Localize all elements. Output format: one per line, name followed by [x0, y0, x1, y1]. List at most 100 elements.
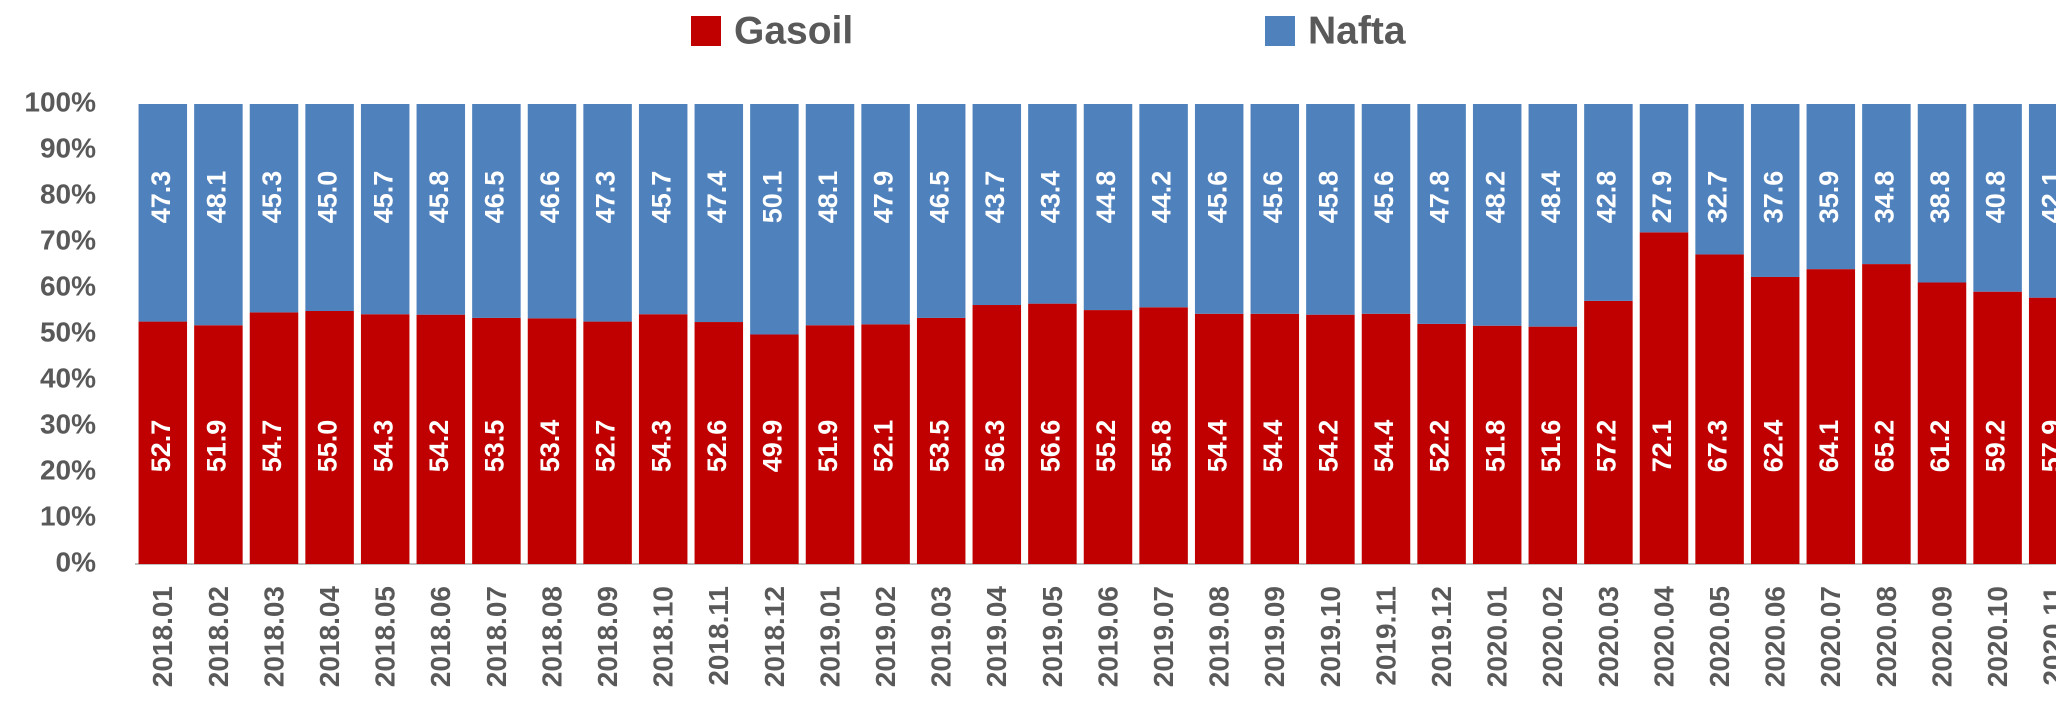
data-label: 54.4: [1258, 420, 1288, 473]
data-label: 56.6: [1036, 420, 1066, 473]
x-tick-label: 2019.06: [1092, 586, 1123, 687]
x-tick-label: 2020.04: [1648, 586, 1679, 688]
data-label: 35.9: [1814, 171, 1844, 224]
data-label: 40.8: [1981, 171, 2011, 224]
y-tick-label: 0%: [56, 546, 97, 577]
data-label: 32.7: [1703, 171, 1733, 224]
bar-segment: [1083, 310, 1133, 564]
data-label: 45.6: [1369, 171, 1399, 224]
data-label: 52.2: [1425, 420, 1455, 473]
x-tick-label: 2020.08: [1871, 586, 1902, 687]
bar-segment: [694, 104, 744, 323]
bar-segment: [1028, 104, 1077, 304]
data-label: 45.7: [368, 171, 398, 224]
bar-segment: [1862, 264, 1911, 564]
data-label: 37.6: [1758, 171, 1788, 224]
x-tick-label: 2019.01: [814, 586, 845, 687]
data-label: 45.7: [646, 171, 676, 224]
bar-segment: [527, 104, 577, 319]
x-tick-label: 2019.02: [870, 586, 901, 687]
bar-segment: [1417, 323, 1466, 564]
data-label: 55.2: [1091, 420, 1121, 473]
x-tick-label: 2019.08: [1204, 586, 1235, 687]
bar-segment: [805, 104, 855, 326]
bar-segment: [360, 314, 410, 564]
bar-segment: [583, 104, 632, 322]
data-label: 43.4: [1036, 171, 1066, 224]
data-label: 57.2: [1592, 420, 1622, 473]
data-label: 27.9: [1647, 171, 1677, 224]
data-label: 57.9: [2036, 420, 2056, 473]
data-label: 45.3: [257, 171, 287, 224]
bar-segment: [1917, 282, 1967, 564]
bar-segment: [750, 104, 799, 335]
x-tick-label: 2018.08: [536, 586, 567, 687]
bar-segment: [805, 325, 855, 564]
bar-segment: [1584, 300, 1633, 564]
x-tick-label: 2020.03: [1593, 586, 1624, 687]
bar-segment: [694, 322, 744, 564]
bar-segment: [1306, 314, 1355, 564]
bar-segment: [2028, 297, 2056, 564]
bar-segment: [861, 324, 910, 564]
bar-segment: [638, 314, 688, 564]
bar-segment: [583, 321, 632, 564]
data-label: 45.6: [1258, 171, 1288, 224]
legend-swatch: [691, 16, 721, 46]
data-label: 52.7: [591, 420, 621, 473]
x-tick-label: 2020.02: [1537, 586, 1568, 687]
bar-segment: [1361, 313, 1411, 564]
x-tick-label: 2018.09: [592, 586, 623, 687]
bar-segment: [249, 104, 299, 313]
x-tick-label: 2019.12: [1426, 586, 1457, 687]
data-label: 65.2: [1870, 420, 1900, 473]
data-label: 46.6: [535, 171, 565, 224]
x-tick-label: 2018.06: [425, 586, 456, 687]
bar-segment: [1472, 325, 1522, 564]
data-label: 44.2: [1147, 171, 1177, 224]
data-label: 59.2: [1981, 420, 2011, 473]
bar-segment: [916, 317, 966, 564]
data-label: 45.8: [424, 171, 454, 224]
x-tick-label: 2019.09: [1259, 586, 1290, 687]
bar-segment: [1750, 104, 1800, 277]
bar-segment: [138, 321, 188, 564]
bar-segment: [1361, 104, 1411, 314]
x-tick-label: 2020.07: [1815, 586, 1846, 687]
data-label: 48.2: [1480, 171, 1510, 224]
y-tick-label: 100%: [24, 86, 96, 117]
data-label: 52.6: [702, 420, 732, 473]
x-tick-label: 2018.02: [203, 586, 234, 687]
bar-segment: [1695, 104, 1744, 255]
x-tick-label: 2019.07: [1148, 586, 1179, 687]
data-label: 47.9: [869, 171, 899, 224]
bar-segment: [527, 318, 577, 564]
data-label: 67.3: [1703, 420, 1733, 473]
data-label: 51.9: [202, 420, 232, 473]
bar-segment: [1695, 254, 1744, 565]
bar-segment: [472, 104, 521, 318]
x-tick-label: 2020.10: [1982, 586, 2013, 687]
x-tick-label: 2019.10: [1315, 586, 1346, 687]
data-label: 44.8: [1091, 171, 1121, 224]
y-tick-label: 90%: [40, 132, 96, 163]
x-tick-label: 2018.04: [314, 586, 345, 688]
data-label: 46.5: [480, 171, 510, 224]
bar-segment: [1194, 104, 1244, 314]
bar-segment: [1417, 104, 1466, 324]
bar-segment: [1806, 269, 1856, 564]
data-label: 55.0: [313, 420, 343, 473]
data-label: 54.7: [257, 420, 287, 473]
data-label: 51.9: [813, 420, 843, 473]
bar-segment: [416, 314, 466, 564]
data-label: 47.3: [591, 171, 621, 224]
data-label: 38.8: [1925, 171, 1955, 224]
x-tick-label: 2018.03: [258, 586, 289, 687]
data-label: 53.5: [480, 420, 510, 473]
y-tick-label: 50%: [40, 316, 96, 347]
bar-segment: [1028, 303, 1077, 564]
data-label: 43.7: [980, 171, 1010, 224]
x-tick-label: 2019.03: [926, 586, 957, 687]
y-tick-label: 20%: [40, 454, 96, 485]
